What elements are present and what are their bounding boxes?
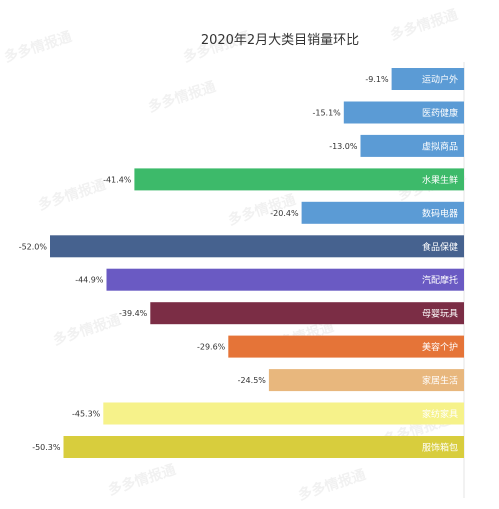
bar-value-label: -39.4% (119, 309, 148, 318)
watermark-text: 多多情报通 (36, 176, 108, 214)
bar-value-label: -29.6% (197, 343, 226, 352)
bar (63, 436, 464, 458)
bar (343, 101, 464, 124)
bar-value-label: -41.4% (103, 175, 132, 184)
bar (301, 201, 464, 224)
bar-category-label: 服饰箱包 (422, 442, 458, 454)
watermark-text: 多多情报通 (106, 461, 178, 499)
watermark-text: 多多情报通 (388, 6, 460, 44)
chart-title: 2020年2月大类目销量环比 (201, 33, 359, 48)
bar (134, 168, 464, 191)
bar-value-label: -44.9% (75, 276, 104, 285)
bar-category-label: 食品保健 (422, 241, 458, 253)
bar (50, 235, 464, 258)
bar-value-label: -24.5% (238, 376, 267, 385)
bar-value-label: -9.1% (365, 75, 389, 84)
watermark-text: 多多情报通 (51, 311, 123, 349)
bar-category-label: 数码电器 (422, 207, 458, 219)
watermark-text: 多多情报通 (146, 78, 218, 116)
bar-value-label: -15.1% (312, 109, 341, 118)
bar-category-label: 运动户外 (422, 74, 458, 86)
bar-value-label: -20.4% (270, 209, 299, 218)
bar (106, 268, 464, 291)
bar-value-label: -52.0% (19, 242, 48, 251)
bar (391, 68, 465, 90)
bar (228, 335, 464, 358)
bar-category-label: 家纺家具 (422, 408, 458, 420)
bar-category-label: 母婴玩具 (422, 309, 458, 320)
bar-category-label: 汽配摩托 (422, 274, 458, 286)
watermark-text: 多多情报通 (296, 466, 368, 504)
bars-group: -9.1% 运动户外 -15.1% 医药健康 -13.0% 虚拟商品 -41.4% 水果生鲜 -… (19, 68, 465, 458)
bar-category-label: 医药健康 (422, 107, 458, 119)
bar-category-label: 家居生活 (422, 375, 458, 387)
bar-value-label: -50.3% (32, 443, 61, 452)
bar-value-label: -45.3% (72, 410, 101, 419)
bar-category-label: 水果生鲜 (422, 174, 458, 186)
watermark-text: 多多情报通 (2, 28, 74, 66)
bar-category-label: 美容个护 (422, 341, 458, 353)
bar-category-label: 虚拟商品 (422, 140, 458, 152)
bar (268, 369, 464, 392)
bar (150, 302, 465, 325)
bar-value-label: -13.0% (329, 142, 358, 151)
bar (103, 402, 465, 425)
bar (360, 134, 464, 157)
